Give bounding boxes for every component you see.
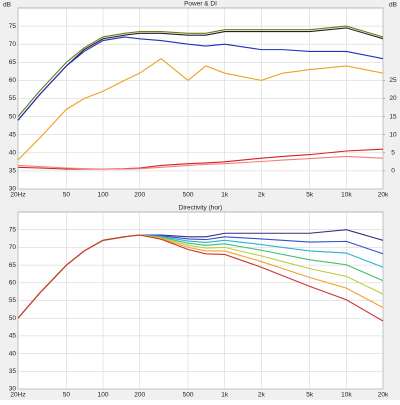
y-tick-label: 75 — [9, 23, 17, 30]
y-tick-label: 65 — [9, 59, 17, 66]
series-line — [17, 57, 384, 161]
chart-title: Directivity (hor) — [179, 205, 223, 212]
y2-tick-label: 20 — [389, 95, 397, 102]
series-line — [17, 234, 384, 322]
y-tick-label: 75 — [9, 226, 17, 233]
x-tick-label: 1k — [221, 392, 229, 399]
series-line — [17, 148, 384, 170]
y-tick-label: 35 — [9, 168, 17, 175]
y-tick-label: 55 — [9, 95, 17, 102]
x-tick-label: 5k — [306, 392, 314, 399]
x-tick-label: 10k — [341, 192, 352, 199]
y-tick-label: 30 — [9, 186, 17, 193]
y2-tick-label: 15 — [389, 113, 397, 120]
y2-tick-label: 0 — [391, 168, 395, 175]
y-tick-label: 40 — [9, 350, 17, 357]
y-tick-label: 55 — [9, 297, 17, 304]
x-tick-label: 2k — [258, 392, 266, 399]
x-tick-label: 50 — [63, 192, 71, 199]
y-tick-label: 65 — [9, 262, 17, 269]
x-tick-label: 500 — [183, 392, 194, 399]
y2-tick-label: 5 — [391, 150, 395, 157]
y2-tick-label: 25 — [389, 77, 397, 84]
x-tick-label: 20k — [378, 392, 389, 399]
x-tick-label: 200 — [134, 392, 145, 399]
x-tick-label: 50 — [63, 392, 71, 399]
y-tick-label: 50 — [9, 113, 17, 120]
y-tick-label: 60 — [9, 280, 17, 287]
x-tick-label: 100 — [98, 392, 109, 399]
x-tick-label: 20Hz — [10, 392, 25, 399]
series-line — [17, 155, 384, 170]
y-tick-label: 35 — [9, 368, 17, 375]
x-tick-label: 10k — [341, 392, 352, 399]
x-tick-label: 1k — [221, 192, 229, 199]
x-tick-label: 20Hz — [10, 192, 25, 199]
y2-axis-label: dB — [389, 2, 397, 9]
y-tick-label: 45 — [9, 333, 17, 340]
series-line — [17, 25, 384, 117]
y-tick-label: 40 — [9, 150, 17, 157]
y-tick-label: 30 — [9, 386, 17, 393]
x-tick-label: 20k — [378, 192, 389, 199]
y-axis-label: dB — [3, 2, 11, 9]
y-tick-label: 70 — [9, 41, 17, 48]
x-tick-label: 2k — [258, 192, 266, 199]
y-tick-label: 60 — [9, 77, 17, 84]
series-line — [17, 27, 384, 121]
x-tick-label: 100 — [98, 192, 109, 199]
series-line — [17, 36, 384, 121]
chart-title: Power & DI — [184, 1, 217, 8]
x-tick-label: 200 — [134, 192, 145, 199]
y2-tick-label: 10 — [389, 131, 397, 138]
x-tick-label: 500 — [183, 192, 194, 199]
y-tick-label: 45 — [9, 131, 17, 138]
x-tick-label: 5k — [306, 192, 314, 199]
y-tick-label: 70 — [9, 244, 17, 251]
y-tick-label: 50 — [9, 315, 17, 322]
